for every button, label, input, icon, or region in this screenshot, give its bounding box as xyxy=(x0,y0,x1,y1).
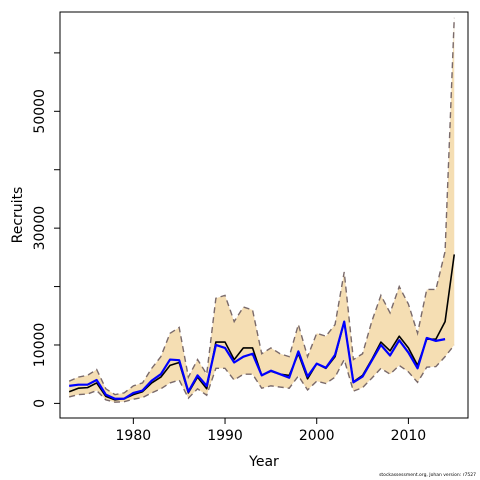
x-tick-label: 2000 xyxy=(299,428,335,444)
x-axis: 1980 1990 2000 2010 xyxy=(116,418,427,444)
y-axis-title: Recruits xyxy=(10,187,26,244)
x-tick-label: 1990 xyxy=(207,428,243,444)
y-axis: 0 10000 30000 50000 xyxy=(32,52,60,408)
y-tick-label: 30000 xyxy=(32,206,48,251)
y-tick-label: 10000 xyxy=(32,323,48,368)
x-tick-label: 2010 xyxy=(391,428,427,444)
y-tick-label: 50000 xyxy=(32,89,48,134)
confidence-bounds xyxy=(68,17,455,403)
x-axis-title: Year xyxy=(248,454,279,470)
x-tick-label: 1980 xyxy=(116,428,152,444)
alternate-series-line xyxy=(69,320,446,400)
credit-text: stockassessment.org, Johan version: r752… xyxy=(379,473,476,478)
upper-bound-line xyxy=(68,17,455,396)
plot-frame xyxy=(59,11,469,419)
lower-bound-line xyxy=(68,344,455,403)
y-tick-label: 0 xyxy=(32,399,48,408)
series-lines xyxy=(68,254,456,401)
